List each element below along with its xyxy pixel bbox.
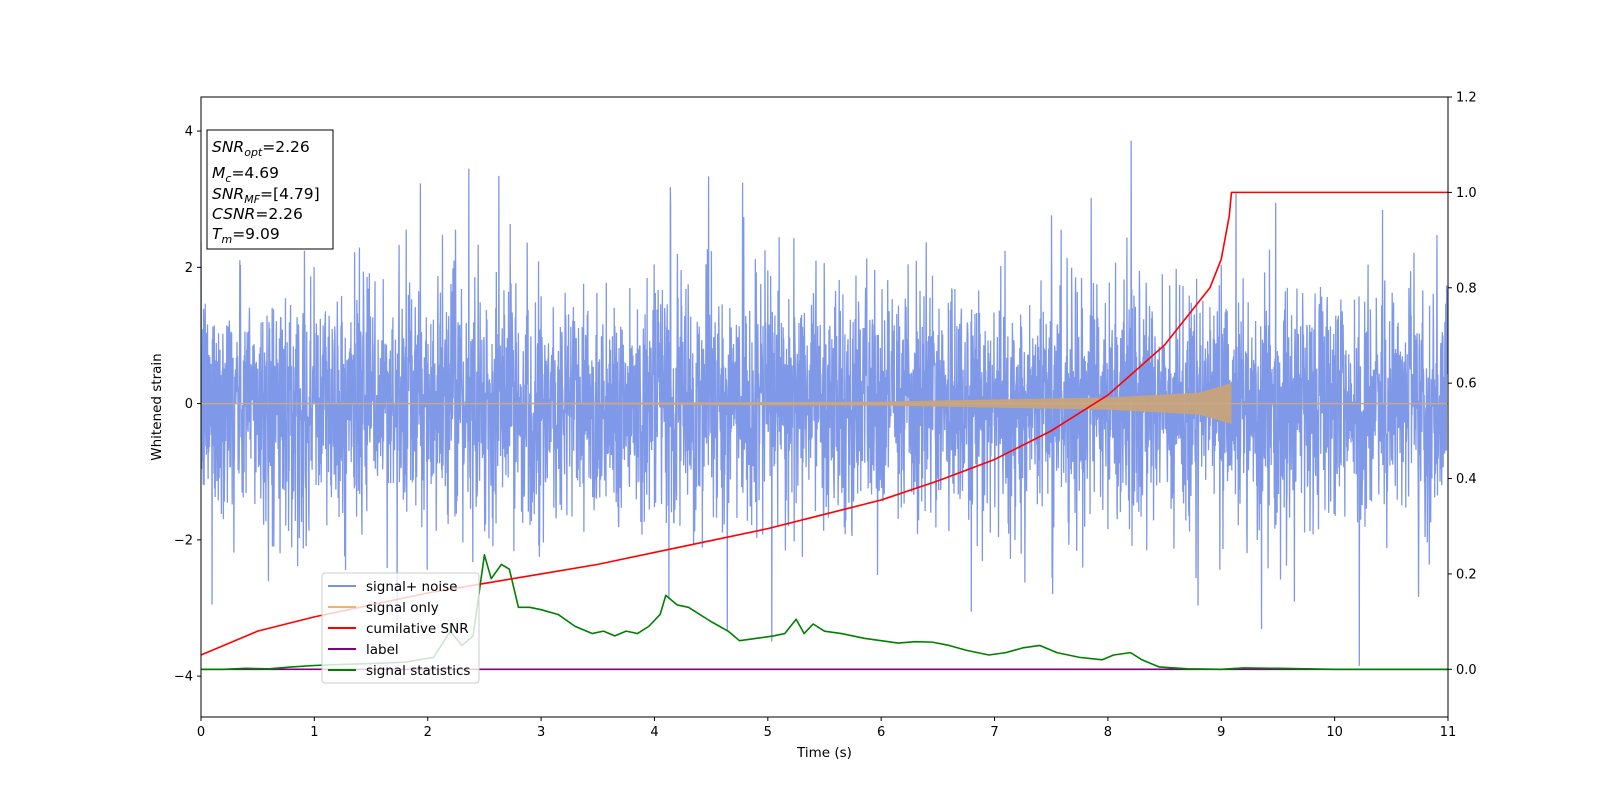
info-tm: Tm=9.09 bbox=[212, 225, 280, 246]
y2-tick-label: 0.8 bbox=[1456, 281, 1477, 296]
y-tick-label: 0 bbox=[185, 397, 193, 412]
legend-label-signal-only: signal only bbox=[366, 600, 439, 616]
info-mc: Mc=4.69 bbox=[212, 164, 279, 185]
legend-label-cumulative-snr: cumilative SNR bbox=[366, 621, 469, 637]
x-tick-label: 10 bbox=[1326, 725, 1343, 740]
x-tick-label: 4 bbox=[650, 725, 658, 740]
x-tick-label: 8 bbox=[1104, 725, 1112, 740]
x-tick-label: 7 bbox=[990, 725, 998, 740]
y-tick-label: 2 bbox=[185, 261, 193, 276]
x-tick-label: 11 bbox=[1440, 725, 1457, 740]
legend: signal+ noise signal only cumilative SNR… bbox=[321, 572, 480, 684]
x-tick-label: 6 bbox=[877, 725, 885, 740]
x-tick-label: 5 bbox=[764, 725, 772, 740]
y-tick-label: −4 bbox=[174, 670, 193, 685]
info-box-frame bbox=[206, 129, 334, 250]
y2-tick-label: 0.6 bbox=[1456, 377, 1477, 392]
info-box: SNRopt=2.26 Mc=4.69 SNRMF=[4.79] CSNR=2.… bbox=[206, 129, 334, 250]
y-tick-label: 4 bbox=[185, 125, 193, 140]
y2-tick-label: 0.0 bbox=[1456, 663, 1477, 678]
info-snr-mf: SNRMF=[4.79] bbox=[212, 185, 320, 206]
legend-label-signal-noise: signal+ noise bbox=[366, 579, 457, 595]
legend-label-label: label bbox=[366, 642, 399, 658]
info-csnr: CSNR=2.26 bbox=[212, 205, 303, 223]
axis-ticks: 0 1 2 3 4 5 6 7 8 9 10 11 −4 −2 0 2 4 0.0 0.2 0.4 0.6 0.8 1.0 1… bbox=[174, 91, 1477, 741]
y-axis-label: Whitened strain bbox=[149, 353, 165, 460]
y2-tick-label: 0.4 bbox=[1456, 472, 1477, 487]
x-axis-label: Time (s) bbox=[796, 745, 852, 761]
legend-frame bbox=[321, 572, 480, 684]
axes-frame bbox=[200, 96, 1449, 718]
y2-tick-label: 1.0 bbox=[1456, 186, 1477, 201]
info-snr-opt: SNRopt=2.26 bbox=[212, 138, 310, 159]
x-tick-label: 9 bbox=[1217, 725, 1225, 740]
x-tick-label: 1 bbox=[310, 725, 318, 740]
x-tick-label: 3 bbox=[537, 725, 545, 740]
x-tick-label: 0 bbox=[197, 725, 205, 740]
legend-label-signal-statistics: signal statistics bbox=[366, 663, 470, 679]
x-tick-label: 2 bbox=[424, 725, 432, 740]
series-line-signal-noise bbox=[201, 140, 1448, 666]
y2-tick-label: 1.2 bbox=[1456, 91, 1477, 106]
y-tick-label: −2 bbox=[174, 533, 193, 548]
y2-tick-label: 0.2 bbox=[1456, 567, 1477, 582]
